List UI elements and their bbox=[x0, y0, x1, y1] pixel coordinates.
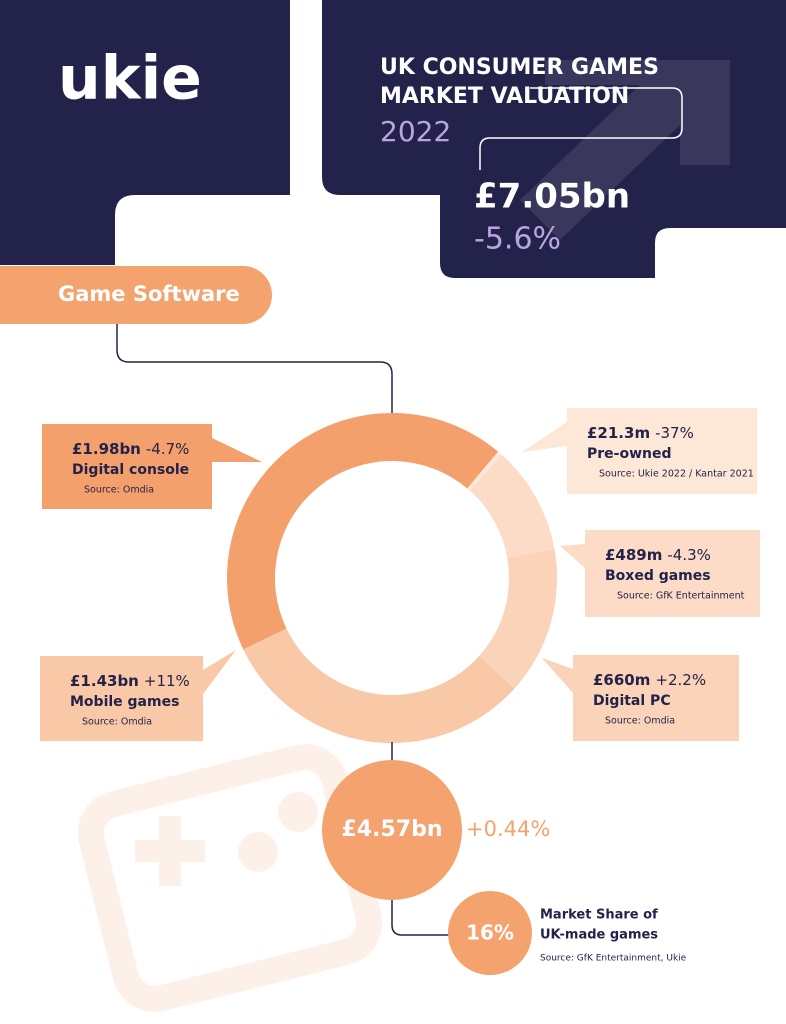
share-label: Market Share of bbox=[540, 908, 658, 923]
callout-box bbox=[40, 650, 236, 741]
callout-box bbox=[542, 655, 739, 741]
share-circle bbox=[448, 891, 532, 975]
callout-category: Mobile games bbox=[70, 694, 179, 710]
software-total: £4.57bn bbox=[342, 817, 443, 842]
controller-decoration bbox=[135, 792, 318, 886]
donut-segment bbox=[243, 628, 515, 743]
callout-category: Pre-owned bbox=[587, 446, 672, 462]
callout-source: Source: Omdia bbox=[84, 485, 154, 496]
section-title: Game Software bbox=[58, 282, 240, 306]
callout-category: Digital PC bbox=[593, 693, 671, 709]
callout-source: Source: Ukie 2022 / Kantar 2021 bbox=[599, 469, 754, 480]
value-change: -4.7% bbox=[146, 440, 190, 458]
callout-box bbox=[560, 530, 760, 617]
callout-value: £660m +2.2% bbox=[593, 671, 706, 689]
callout-value: £489m -4.3% bbox=[605, 546, 711, 564]
callout-category: Digital console bbox=[72, 462, 189, 478]
donut-segment bbox=[469, 454, 555, 558]
connector bbox=[391, 900, 455, 936]
callout-value: £21.3m -37% bbox=[587, 424, 694, 442]
donut-segment bbox=[226, 412, 499, 650]
callout-box bbox=[42, 424, 262, 509]
connector bbox=[479, 87, 683, 170]
value-change: +11% bbox=[144, 672, 190, 690]
callout-box bbox=[522, 408, 757, 494]
title: MARKET VALUATION bbox=[380, 84, 629, 109]
value-label: £660m bbox=[593, 671, 650, 689]
share-value: 16% bbox=[466, 921, 514, 945]
connector bbox=[116, 324, 393, 413]
value-change: +2.2% bbox=[655, 671, 706, 689]
donut-segment bbox=[467, 451, 502, 491]
value-label: £1.43bn bbox=[70, 672, 139, 690]
software-change: +0.44% bbox=[466, 817, 550, 841]
value-change: -4.3% bbox=[667, 546, 711, 564]
callout-value: £1.43bn +11% bbox=[70, 672, 190, 690]
change: -5.6% bbox=[474, 222, 561, 257]
share-source: Source: GfK Entertainment, Ukie bbox=[540, 954, 687, 964]
section-pill bbox=[0, 266, 272, 324]
share-label: UK-made games bbox=[540, 928, 658, 943]
header-block bbox=[322, 0, 786, 278]
arrow-decoration bbox=[520, 60, 730, 240]
total-circle bbox=[322, 760, 462, 900]
value-label: £21.3m bbox=[587, 424, 650, 442]
title: UK CONSUMER GAMES bbox=[380, 55, 659, 80]
callout-source: Source: Omdia bbox=[82, 717, 152, 728]
callout-source: Source: GfK Entertainment bbox=[617, 591, 745, 602]
header-block bbox=[0, 0, 290, 265]
callout-value: £1.98bn -4.7% bbox=[72, 440, 189, 458]
donut bbox=[226, 412, 557, 743]
callout-category: Boxed games bbox=[605, 568, 711, 584]
year: 2022 bbox=[380, 115, 451, 148]
total: £7.05bn bbox=[474, 177, 630, 217]
value-change: -37% bbox=[655, 424, 694, 442]
donut-segment bbox=[478, 549, 557, 689]
value-label: £1.98bn bbox=[72, 440, 141, 458]
value-label: £489m bbox=[605, 546, 662, 564]
callout-source: Source: Omdia bbox=[605, 716, 675, 727]
controller-decoration bbox=[77, 744, 383, 1012]
logo: ukie bbox=[58, 44, 202, 114]
